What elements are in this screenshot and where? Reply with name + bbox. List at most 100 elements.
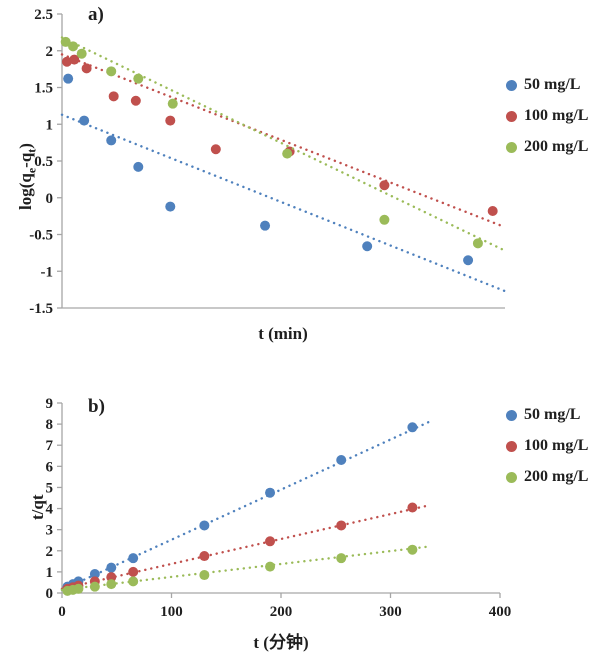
legend-item-200: 200 mg/L (506, 468, 588, 486)
data-point-50 mg/L (199, 520, 210, 531)
data-point-200 mg/L (106, 66, 117, 77)
legend-label-100: 100 mg/L (524, 107, 589, 124)
data-point-100 mg/L (407, 502, 418, 513)
x-tick-label: 400 (489, 604, 512, 620)
x-tick-label: 300 (379, 604, 402, 620)
ylabel-text: ) (16, 143, 35, 149)
series-marker-50 (506, 79, 517, 91)
series-marker-50 (506, 409, 517, 421)
data-point-200 mg/L (379, 214, 390, 225)
series-marker-200 (506, 471, 517, 483)
legend-label-200: 200 mg/L (524, 468, 589, 485)
legend-label-50: 50 mg/L (524, 76, 581, 93)
data-point-50 mg/L (106, 562, 117, 573)
data-point-50 mg/L (265, 487, 276, 498)
data-point-50 mg/L (463, 255, 474, 266)
data-point-100 mg/L (81, 63, 92, 74)
trendline-100 mg/L (60, 53, 507, 229)
data-point-100 mg/L (69, 54, 80, 65)
data-point-50 mg/L (128, 553, 139, 564)
data-point-200 mg/L (472, 238, 483, 249)
data-point-200 mg/L (133, 73, 144, 84)
legend-item-200: 200 mg/L (506, 138, 588, 156)
data-point-100 mg/L (210, 144, 221, 155)
legend-item-50: 50 mg/L (506, 406, 588, 424)
y-tick-label: 2 (46, 544, 54, 560)
data-point-100 mg/L (265, 536, 276, 547)
data-point-200 mg/L (282, 148, 293, 159)
data-point-50 mg/L (133, 161, 144, 172)
trendline-50 mg/L (60, 420, 431, 592)
x-axis-label-b: t (分钟) (253, 633, 309, 652)
ylabel-sub: e (24, 167, 39, 174)
legend-b: 50 mg/L 100 mg/L 200 mg/L (506, 406, 588, 486)
legend-label-50: 50 mg/L (524, 406, 581, 423)
data-point-100 mg/L (199, 551, 210, 562)
ylabel-text: log(q (16, 173, 35, 210)
chart-panel-b: b) t/qt 0 1 2 3 4 5 6 7 8 9 0 100 200 300 400 t (分钟) 5… (0, 388, 600, 662)
y-tick-label: 8 (46, 417, 54, 433)
y-tick-label: 9 (46, 396, 54, 412)
data-point-200 mg/L (68, 41, 79, 52)
data-point-200 mg/L (73, 583, 84, 594)
y-axis-label-a: log(qe-qt) (16, 143, 39, 210)
series-marker-100 (506, 440, 517, 452)
y-axis-label-b: t/qt (28, 494, 47, 521)
data-point-200 mg/L (407, 544, 418, 555)
data-point-200 mg/L (106, 579, 117, 590)
data-point-50 mg/L (362, 241, 373, 252)
panel-label-a: a) (88, 4, 104, 25)
series-marker-100 (506, 110, 517, 122)
y-tick-label: 0 (46, 191, 54, 207)
data-point-200 mg/L (199, 570, 210, 581)
y-tick-label: 0.5 (34, 154, 53, 170)
data-point-100 mg/L (106, 572, 117, 583)
y-tick-label: 1 (46, 117, 54, 133)
trendline-50 mg/L (60, 113, 507, 293)
trendline-200 mg/L (60, 36, 507, 252)
ylabel-sub: t (24, 148, 39, 153)
y-tick-label: -1.5 (29, 301, 53, 317)
data-point-200 mg/L (76, 48, 87, 59)
data-point-200 mg/L (128, 576, 139, 587)
data-point-200 mg/L (89, 581, 100, 592)
plot-area-b: 0 1 2 3 4 5 6 7 8 9 0 100 200 300 400 (46, 396, 512, 620)
legend-item-100: 100 mg/L (506, 437, 588, 455)
y-tick-label: 1.5 (34, 81, 53, 97)
ylabel-text: -q (16, 152, 35, 168)
y-tick-label: 5 (46, 480, 54, 496)
x-tick-label: 0 (58, 604, 66, 620)
data-point-100 mg/L (165, 115, 176, 126)
data-point-50 mg/L (407, 422, 418, 433)
y-tick-label: 1 (46, 565, 54, 581)
y-tick-label: 2.5 (34, 7, 53, 23)
y-tick-label: 3 (46, 523, 54, 539)
data-point-50 mg/L (89, 569, 100, 579)
legend-label-100: 100 mg/L (524, 437, 589, 454)
plot-area-a: 2.5 2 1.5 1 0.5 0 -0.5 -1 -1.5 (29, 7, 507, 317)
data-point-50 mg/L (336, 455, 347, 465)
legend-label-200: 200 mg/L (524, 138, 589, 155)
data-point-50 mg/L (106, 135, 117, 146)
chart-panel-a: a) log(qe-qt) 2.5 2 1.5 1 0.5 0 -0.5 -1 -1.5 t (… (16, 4, 588, 343)
data-point-100 mg/L (128, 566, 139, 577)
y-tick-label: -0.5 (29, 228, 53, 244)
data-point-100 mg/L (379, 180, 390, 191)
y-tick-label: 0 (46, 586, 54, 602)
y-tick-label: 2 (46, 44, 54, 60)
y-tick-label: 7 (46, 438, 54, 454)
data-point-200 mg/L (336, 553, 347, 564)
legend-item-50: 50 mg/L (506, 76, 588, 94)
x-tick-label: 100 (160, 604, 183, 620)
data-point-100 mg/L (130, 95, 141, 106)
y-tick-label: 4 (46, 502, 54, 518)
legend-a: 50 mg/L 100 mg/L 200 mg/L (506, 76, 588, 156)
data-point-50 mg/L (79, 115, 90, 126)
trendline-200 mg/L (60, 545, 431, 592)
legend-item-100: 100 mg/L (506, 107, 588, 125)
data-point-50 mg/L (63, 73, 74, 84)
y-tick-label: -1 (41, 264, 54, 280)
data-point-50 mg/L (260, 220, 271, 231)
x-axis-label-a: t (min) (258, 324, 308, 343)
